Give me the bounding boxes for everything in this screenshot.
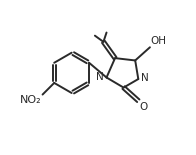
Text: N: N <box>96 72 104 82</box>
Text: N: N <box>141 73 149 83</box>
Text: O: O <box>139 102 147 112</box>
Text: OH: OH <box>151 36 167 46</box>
Text: NO₂: NO₂ <box>20 95 42 105</box>
